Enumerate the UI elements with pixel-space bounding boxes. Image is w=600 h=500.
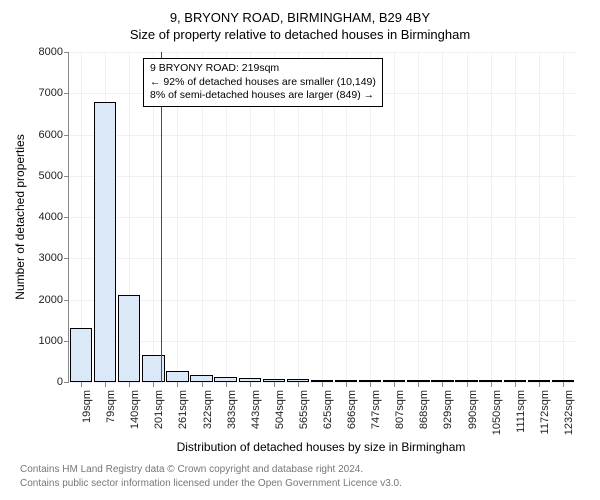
footer-line-2: Contains public sector information licen… [0, 478, 600, 489]
xtick-label: 1111sqm [515, 390, 527, 433]
ytick-label: 0 [57, 376, 69, 388]
gridline-v [467, 52, 468, 382]
xtick-mark [418, 382, 419, 387]
gridline-v [515, 52, 516, 382]
xtick-label: 807sqm [394, 390, 406, 429]
histogram-bar [190, 375, 212, 382]
annotation-box: 9 BRYONY ROAD: 219sqm ← 92% of detached … [143, 58, 383, 107]
xtick-label: 322sqm [202, 390, 214, 429]
xtick-label: 747sqm [370, 390, 382, 429]
xtick-mark [346, 382, 347, 387]
histogram-bar [214, 377, 236, 382]
histogram-bar [359, 380, 381, 382]
xtick-mark [539, 382, 540, 387]
gridline-v [491, 52, 492, 382]
xtick-mark [515, 382, 516, 387]
gridline-v [442, 52, 443, 382]
ytick-label: 7000 [39, 87, 69, 99]
xtick-mark [298, 382, 299, 387]
chart-title-address: 9, BRYONY ROAD, BIRMINGHAM, B29 4BY [0, 0, 600, 25]
xtick-label: 565sqm [298, 390, 310, 429]
ytick-label: 6000 [39, 129, 69, 141]
histogram-bar [528, 380, 550, 382]
xtick-mark [153, 382, 154, 387]
histogram-bar [287, 379, 309, 382]
xtick-mark [394, 382, 395, 387]
xtick-label: 383sqm [226, 390, 238, 429]
xtick-mark [250, 382, 251, 387]
ytick-label: 5000 [39, 170, 69, 182]
histogram-bar [70, 328, 92, 382]
xtick-mark [322, 382, 323, 387]
histogram-bar [335, 380, 357, 382]
histogram-bar [479, 380, 501, 382]
ytick-label: 3000 [39, 252, 69, 264]
xtick-mark [442, 382, 443, 387]
xtick-label: 261sqm [177, 390, 189, 429]
footer-line-1: Contains HM Land Registry data © Crown c… [0, 464, 600, 475]
xtick-mark [177, 382, 178, 387]
ytick-label: 2000 [39, 294, 69, 306]
histogram-bar [311, 380, 333, 382]
histogram-bar [383, 380, 405, 382]
xtick-label: 140sqm [129, 390, 141, 429]
x-axis-title: Distribution of detached houses by size … [68, 440, 574, 454]
histogram-bar [552, 380, 574, 382]
xtick-label: 990sqm [467, 390, 479, 429]
histogram-bar [118, 295, 140, 382]
xtick-label: 504sqm [274, 390, 286, 429]
ytick-label: 8000 [39, 46, 69, 58]
xtick-mark [467, 382, 468, 387]
xtick-label: 1050sqm [491, 390, 503, 435]
xtick-mark [274, 382, 275, 387]
xtick-label: 1232sqm [563, 390, 575, 435]
xtick-mark [226, 382, 227, 387]
property-size-chart: 9, BRYONY ROAD, BIRMINGHAM, B29 4BY Size… [0, 0, 600, 500]
histogram-bar [166, 371, 188, 382]
histogram-bar [407, 380, 429, 382]
xtick-label: 868sqm [418, 390, 430, 429]
xtick-label: 19sqm [81, 390, 93, 423]
xtick-label: 929sqm [442, 390, 454, 429]
ytick-label: 4000 [39, 211, 69, 223]
xtick-mark [563, 382, 564, 387]
xtick-mark [81, 382, 82, 387]
histogram-bar [263, 379, 285, 382]
xtick-mark [491, 382, 492, 387]
annotation-line-2: ← 92% of detached houses are smaller (10… [150, 76, 376, 90]
ytick-label: 1000 [39, 335, 69, 347]
xtick-label: 79sqm [105, 390, 117, 423]
xtick-label: 201sqm [153, 390, 165, 429]
annotation-line-1: 9 BRYONY ROAD: 219sqm [150, 62, 376, 76]
gridline-v [394, 52, 395, 382]
gridline-v [563, 52, 564, 382]
xtick-mark [129, 382, 130, 387]
xtick-label: 443sqm [250, 390, 262, 429]
xtick-mark [105, 382, 106, 387]
histogram-bar [431, 380, 453, 382]
chart-subtitle: Size of property relative to detached ho… [0, 25, 600, 42]
histogram-bar [239, 378, 261, 382]
histogram-bar [94, 102, 116, 383]
xtick-mark [202, 382, 203, 387]
xtick-label: 686sqm [346, 390, 358, 429]
annotation-line-3: 8% of semi-detached houses are larger (8… [150, 89, 376, 103]
plot-area: 01000200030004000500060007000800019sqm79… [68, 52, 575, 383]
histogram-bar [504, 380, 526, 382]
histogram-bar [455, 380, 477, 382]
gridline-v [539, 52, 540, 382]
xtick-label: 1172sqm [539, 390, 551, 434]
xtick-label: 625sqm [322, 390, 334, 429]
xtick-mark [370, 382, 371, 387]
y-axis-title: Number of detached properties [13, 134, 27, 299]
gridline-v [418, 52, 419, 382]
